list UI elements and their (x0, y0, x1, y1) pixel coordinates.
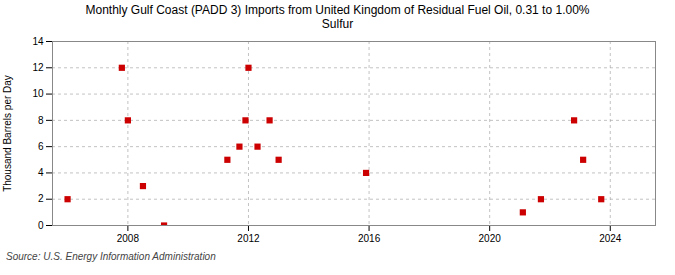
svg-text:2020: 2020 (479, 233, 502, 244)
svg-text:0: 0 (38, 220, 44, 231)
svg-text:14: 14 (32, 36, 44, 47)
svg-text:2012: 2012 (237, 233, 260, 244)
html-text:Monthly Gulf Coast (PADD 3) Im: Monthly Gulf Coast (PADD 3) Imports from… (85, 3, 590, 31)
svg-text:2024: 2024 (599, 233, 622, 244)
svg-text:10: 10 (32, 88, 44, 99)
svg-text:8: 8 (38, 115, 44, 126)
svg-text:4: 4 (38, 167, 44, 178)
svg-text:6: 6 (38, 141, 44, 152)
svg-text:Thousand Barrels per Day: Thousand Barrels per Day (2, 75, 13, 192)
svg-text:12: 12 (32, 62, 44, 73)
svg-text:2008: 2008 (117, 233, 140, 244)
svg-text:2016: 2016 (358, 233, 381, 244)
svg-text:2: 2 (38, 193, 44, 204)
html-text:Source: U.S. Energy Informatio: Source: U.S. Energy Information Administ… (6, 251, 216, 262)
